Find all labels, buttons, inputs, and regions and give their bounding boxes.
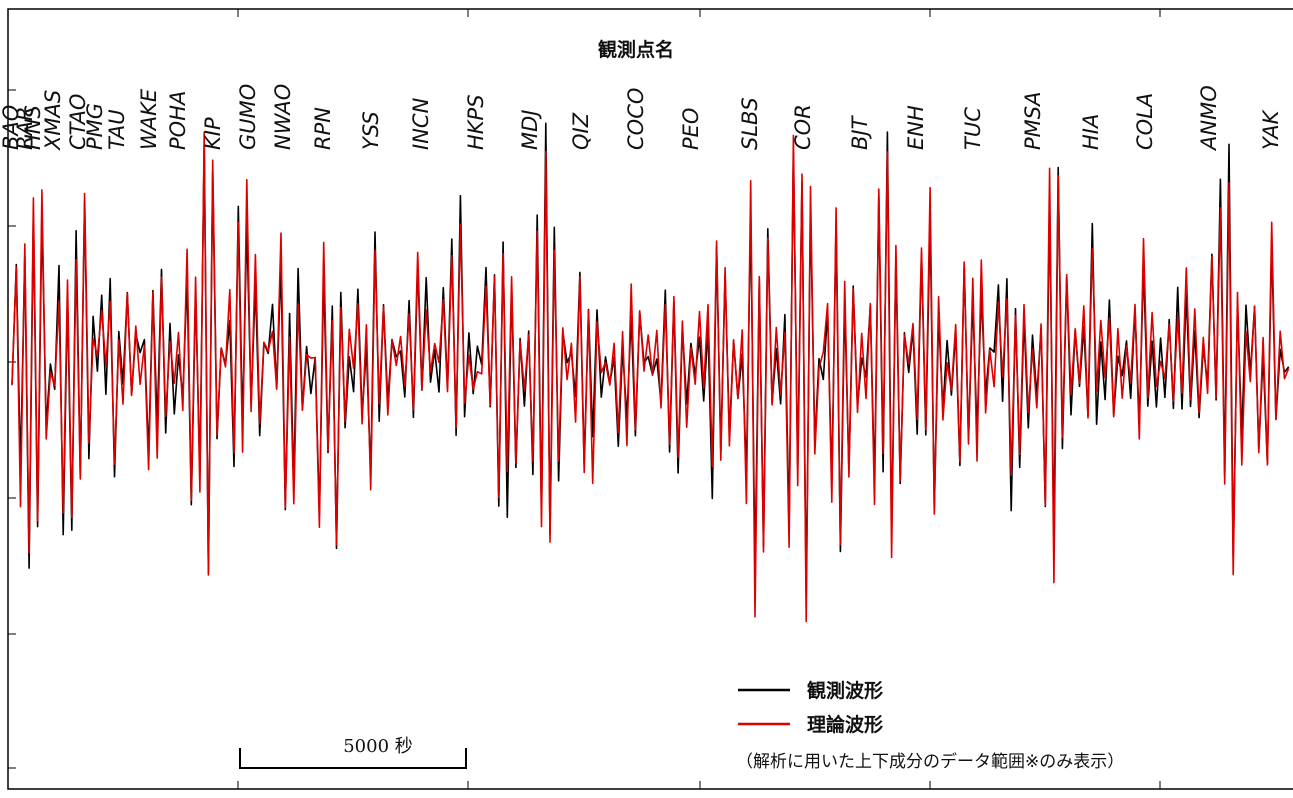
- station-label: INCN: [409, 97, 433, 150]
- station-label: ANMO: [1197, 85, 1221, 152]
- station-label: SLBS: [738, 97, 762, 150]
- station-label: CTAO: [66, 94, 90, 150]
- station-label: BAO: [0, 105, 23, 150]
- plot-frame: [7, 8, 1293, 790]
- station-label: COCO: [624, 88, 648, 150]
- chart-title: 観測点名: [598, 38, 674, 61]
- station-label: HKPS: [464, 94, 488, 150]
- station-label: YAK: [1259, 108, 1283, 150]
- synthetic-waveform-line: [11, 131, 1290, 623]
- station-label: COR: [791, 104, 815, 150]
- station-label: WAKE: [137, 88, 161, 150]
- legend: 観測波形 理論波形 （解析に用いた上下成分のデータ範囲※のみ表示）: [736, 679, 1124, 772]
- station-label: XMAS: [41, 90, 65, 151]
- station-label: YSS: [359, 111, 383, 150]
- station-label: MDJ: [518, 110, 542, 150]
- station-label: HIA: [1079, 114, 1103, 150]
- station-label: POHA: [166, 91, 190, 150]
- waveform-series: [11, 122, 1290, 623]
- scale-bar-line: [239, 748, 467, 769]
- station-label: COLA: [1133, 93, 1157, 150]
- station-label: PMSA: [1021, 92, 1045, 150]
- station-label: RPN: [311, 107, 335, 150]
- legend-label-observed: 観測波形: [807, 679, 883, 702]
- time-scale-bar: 5000 秒: [239, 736, 467, 769]
- station-label: RAR: [13, 106, 37, 150]
- station-label: QIZ: [569, 112, 593, 150]
- station-label: BJT: [848, 114, 872, 150]
- station-label: GUMO: [236, 84, 260, 150]
- station-label: PEO: [679, 108, 703, 150]
- station-label: TAU: [105, 109, 129, 150]
- y-axis-ticks: [8, 89, 16, 769]
- station-label: TUC: [961, 107, 985, 150]
- station-label: ENH: [904, 105, 928, 150]
- station-label: HNS: [21, 105, 45, 150]
- station-label: NWAO: [271, 84, 295, 150]
- x-axis-ticks: [237, 9, 1161, 789]
- scale-bar-label: 5000 秒: [343, 736, 413, 757]
- legend-label-synthetic: 理論波形: [807, 713, 883, 736]
- station-label: KIP: [201, 117, 225, 150]
- legend-note: （解析に用いた上下成分のデータ範囲※のみ表示）: [736, 751, 1124, 772]
- station-label: PMG: [83, 103, 107, 150]
